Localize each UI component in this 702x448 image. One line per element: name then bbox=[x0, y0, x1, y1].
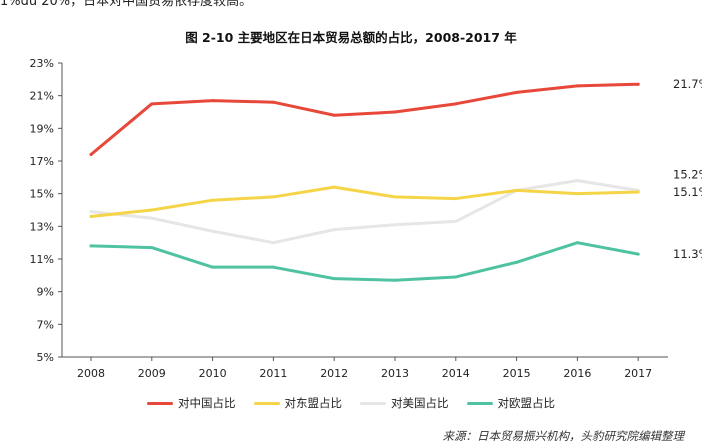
data-label: 21.7% bbox=[673, 77, 702, 91]
intro-text-fragment: 1%du 20%，日本对中国贸易依存度较高。 bbox=[0, 0, 253, 9]
data-point bbox=[393, 278, 397, 282]
x-tick-label: 2016 bbox=[563, 367, 591, 380]
x-tick-label: 2009 bbox=[138, 367, 166, 380]
data-point bbox=[332, 185, 336, 189]
x-tick-label: 2015 bbox=[503, 367, 531, 380]
x-tick-label: 2011 bbox=[259, 367, 287, 380]
y-tick-label: 9% bbox=[37, 286, 54, 299]
legend-label: 对东盟占比 bbox=[284, 396, 343, 410]
data-point bbox=[89, 244, 93, 248]
x-tick-label: 2014 bbox=[442, 367, 470, 380]
data-label: 11.3% bbox=[673, 247, 702, 261]
y-tick-label: 17% bbox=[30, 155, 54, 168]
data-point bbox=[575, 192, 579, 196]
y-tick-label: 19% bbox=[30, 122, 54, 135]
data-point bbox=[271, 265, 275, 269]
source-note: 来源：日本贸易振兴机构，头豹研究院编辑整理 bbox=[442, 429, 685, 443]
legend-item: 对中国占比 bbox=[147, 395, 236, 411]
data-point bbox=[454, 197, 458, 201]
data-point bbox=[89, 210, 93, 214]
legend-label: 对美国占比 bbox=[391, 396, 449, 410]
data-point bbox=[211, 99, 215, 103]
data-point bbox=[636, 190, 640, 194]
y-tick-label: 11% bbox=[30, 253, 54, 266]
series-line bbox=[89, 241, 640, 282]
legend-item: 对美国占比 bbox=[360, 395, 449, 411]
series-line bbox=[89, 179, 640, 245]
data-point bbox=[332, 228, 336, 232]
legend-swatch bbox=[466, 401, 493, 405]
data-point bbox=[454, 219, 458, 223]
data-label: 15.1% bbox=[673, 185, 702, 199]
data-point bbox=[515, 90, 519, 94]
data-point bbox=[515, 260, 519, 264]
data-label: 15.2% bbox=[673, 167, 702, 181]
data-point bbox=[575, 84, 579, 88]
data-point bbox=[89, 152, 93, 156]
data-point bbox=[271, 195, 275, 199]
data-point bbox=[332, 113, 336, 117]
data-point bbox=[271, 241, 275, 245]
data-point bbox=[636, 252, 640, 256]
legend-item: 对欧盟占比 bbox=[466, 395, 556, 411]
x-tick-label: 2008 bbox=[77, 367, 105, 380]
x-tick-label: 2017 bbox=[624, 367, 652, 380]
y-tick-label: 15% bbox=[30, 188, 54, 201]
data-point bbox=[636, 82, 640, 86]
y-tick-label: 23% bbox=[30, 57, 54, 70]
data-point bbox=[211, 265, 215, 269]
y-tick-label: 7% bbox=[37, 318, 54, 331]
chart-legend: 对中国占比 对东盟占比 对美国占比 对欧盟占比 bbox=[0, 395, 702, 411]
data-point bbox=[515, 188, 519, 192]
x-tick-label: 2013 bbox=[381, 367, 409, 380]
data-point bbox=[332, 277, 336, 281]
data-point bbox=[150, 208, 154, 212]
legend-label: 对中国占比 bbox=[178, 396, 236, 410]
y-tick-label: 5% bbox=[37, 351, 54, 364]
x-tick-label: 2010 bbox=[199, 367, 227, 380]
legend-label: 对欧盟占比 bbox=[497, 396, 556, 410]
data-point bbox=[575, 241, 579, 245]
data-point bbox=[211, 229, 215, 233]
data-point bbox=[575, 179, 579, 183]
data-point bbox=[393, 223, 397, 227]
data-point bbox=[89, 215, 93, 219]
legend-swatch bbox=[360, 401, 386, 405]
y-tick-label: 21% bbox=[30, 90, 54, 103]
data-point bbox=[271, 100, 275, 104]
legend-swatch bbox=[147, 401, 173, 405]
data-point bbox=[454, 102, 458, 106]
legend-item: 对东盟占比 bbox=[253, 395, 343, 411]
data-point bbox=[150, 102, 154, 106]
data-point bbox=[150, 216, 154, 220]
series-line bbox=[89, 185, 640, 219]
data-point bbox=[393, 110, 397, 114]
x-tick-label: 2012 bbox=[320, 367, 348, 380]
data-point bbox=[393, 195, 397, 199]
data-point bbox=[454, 275, 458, 279]
chart-title: 图 2-10 主要地区在日本贸易总额的占比，2008-2017 年 bbox=[185, 30, 517, 45]
data-point bbox=[150, 246, 154, 250]
legend-swatch bbox=[253, 401, 280, 405]
y-tick-label: 13% bbox=[30, 220, 54, 233]
series-line bbox=[89, 82, 640, 156]
data-point bbox=[211, 198, 215, 202]
